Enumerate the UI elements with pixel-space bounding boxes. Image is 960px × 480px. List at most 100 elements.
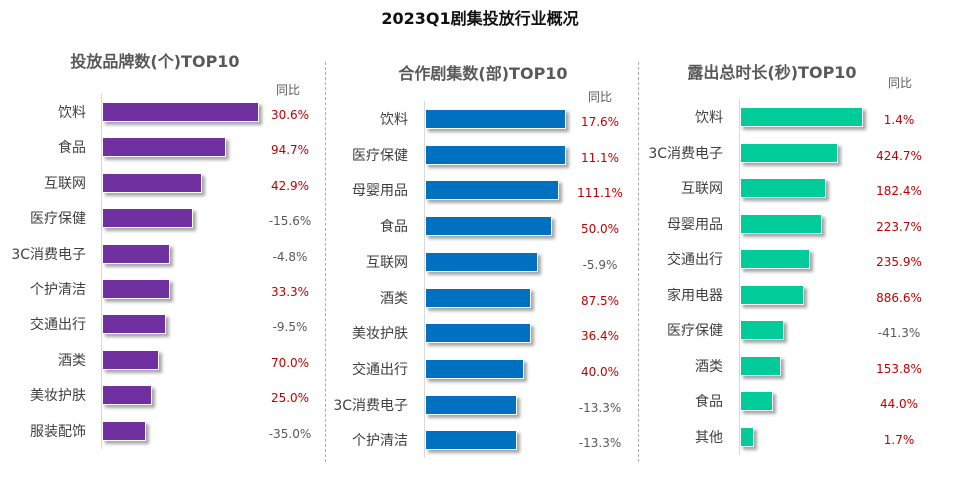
yoy-value: 94.7% — [270, 143, 310, 158]
bar — [740, 107, 863, 127]
yoy-value: 36.4% — [580, 328, 620, 343]
bar — [740, 426, 754, 447]
yoy-value: 1.4% — [883, 112, 915, 127]
bar — [425, 287, 531, 308]
panel-divider — [325, 62, 326, 462]
yoy-value: 886.6% — [876, 290, 922, 305]
category-axis — [101, 94, 102, 449]
bar — [102, 208, 194, 229]
bar — [425, 430, 517, 451]
bar — [740, 391, 774, 411]
bar — [740, 178, 827, 198]
yoy-value: 153.8% — [876, 361, 922, 376]
yoy-value: 17.6% — [580, 114, 620, 129]
bar — [102, 314, 167, 335]
category-label: 3C消费电子 — [11, 246, 86, 263]
bar — [740, 213, 823, 234]
yoy-value: -13.3% — [578, 436, 622, 451]
category-label: 交通出行 — [667, 252, 723, 268]
category-axis — [739, 99, 740, 455]
yoy-value: -5.9% — [582, 257, 618, 272]
bar — [102, 137, 227, 158]
bar — [425, 394, 517, 415]
bar — [425, 144, 566, 165]
yoy-value: 11.1% — [580, 150, 620, 165]
yoy-value: 42.9% — [270, 178, 310, 193]
yoy-value: 424.7% — [876, 148, 922, 163]
category-label: 食品 — [58, 140, 86, 157]
category-label: 服装配饰 — [30, 423, 86, 440]
category-label: 母婴用品 — [352, 183, 408, 200]
bar — [102, 279, 170, 299]
category-label: 互联网 — [681, 181, 723, 197]
category-label: 食品 — [380, 219, 408, 236]
category-label: 饮料 — [58, 105, 86, 121]
category-label: 3C消费电子 — [648, 145, 723, 162]
bar — [102, 102, 259, 122]
category-label: 食品 — [695, 394, 723, 410]
yoy-value: 40.0% — [580, 364, 620, 379]
category-label: 酒类 — [695, 358, 723, 375]
category-label: 交通出行 — [352, 361, 408, 378]
yoy-value: 50.0% — [580, 221, 620, 236]
category-label: 饮料 — [695, 110, 723, 126]
yoy-header: 同比 — [587, 90, 613, 104]
category-label: 饮料 — [380, 112, 408, 128]
panel-divider — [638, 62, 639, 462]
yoy-header: 同比 — [275, 83, 301, 97]
yoy-value: 25.0% — [270, 390, 310, 405]
bar — [425, 180, 559, 201]
bar — [102, 420, 146, 441]
category-label: 医疗保健 — [30, 211, 86, 228]
category-label: 其他 — [695, 429, 723, 446]
bar — [425, 109, 566, 129]
category-label: 家用电器 — [667, 287, 723, 304]
category-label: 个护清洁 — [30, 282, 86, 298]
panel-title: 投放品牌数(个)TOP10 — [70, 52, 240, 71]
category-label: 母婴用品 — [667, 216, 723, 233]
yoy-value: 182.4% — [876, 183, 922, 198]
bar — [425, 251, 538, 272]
category-axis — [424, 101, 425, 459]
yoy-value: -13.3% — [578, 400, 622, 415]
category-label: 医疗保健 — [667, 323, 723, 339]
bar — [740, 355, 781, 376]
yoy-header: 同比 — [887, 76, 913, 90]
yoy-value: 223.7% — [876, 219, 922, 234]
bar — [425, 323, 531, 344]
yoy-value: 235.9% — [876, 254, 922, 269]
category-label: 美妆护肤 — [352, 326, 408, 343]
category-label: 酒类 — [380, 290, 408, 307]
bar — [425, 358, 524, 379]
bar — [740, 142, 839, 163]
category-label: 美妆护肤 — [30, 388, 86, 405]
yoy-value: 1.7% — [883, 432, 915, 447]
main-title: 2023Q1剧集投放行业概况 — [381, 9, 579, 28]
panel-title: 合作剧集数(部)TOP10 — [398, 64, 568, 83]
category-label: 互联网 — [44, 175, 86, 192]
category-label: 3C消费电子 — [333, 397, 408, 414]
yoy-value: 30.6% — [270, 107, 310, 122]
category-label: 酒类 — [58, 352, 86, 369]
bar — [102, 385, 153, 406]
bar — [102, 349, 159, 370]
category-label: 医疗保健 — [352, 147, 408, 164]
yoy-value: -41.3% — [877, 325, 921, 340]
bar — [425, 216, 552, 237]
yoy-value: 111.1% — [577, 186, 623, 201]
yoy-value: 33.3% — [270, 284, 310, 299]
bar — [740, 249, 811, 269]
yoy-value: 87.5% — [580, 293, 620, 308]
bar — [740, 320, 785, 340]
yoy-value: 70.0% — [270, 355, 310, 370]
panel-title: 露出总时长(秒)TOP10 — [687, 63, 857, 82]
bar — [102, 172, 203, 193]
yoy-value: -4.8% — [272, 249, 308, 264]
category-label: 互联网 — [366, 254, 408, 271]
yoy-value: -15.6% — [268, 213, 312, 228]
yoy-value: -9.5% — [272, 320, 308, 335]
bar — [740, 284, 804, 305]
yoy-value: -35.0% — [268, 426, 312, 441]
category-label: 交通出行 — [30, 317, 86, 334]
bar — [102, 243, 170, 264]
